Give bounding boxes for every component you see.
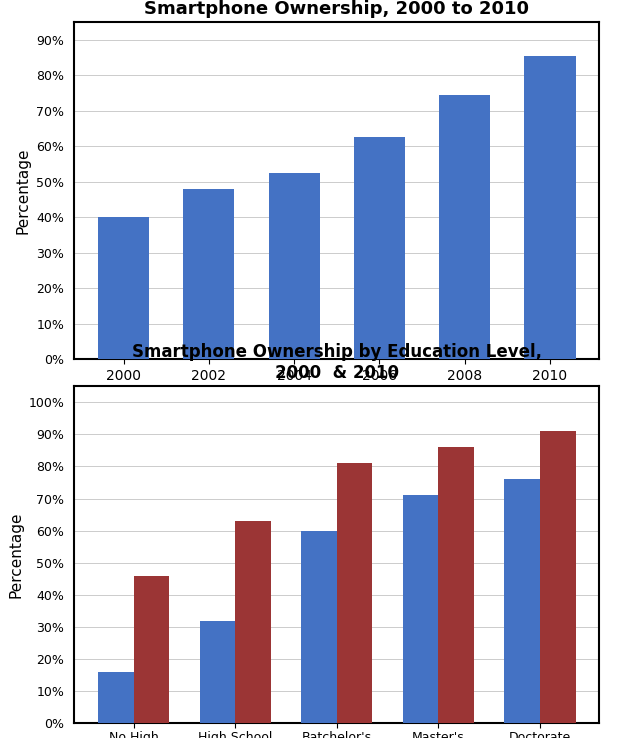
Bar [184, 189, 234, 359]
Bar [269, 173, 320, 359]
Bar [540, 431, 575, 723]
Bar [403, 495, 438, 723]
Bar [354, 137, 405, 359]
X-axis label: Years: Years [316, 388, 357, 404]
Y-axis label: Percentage: Percentage [8, 511, 23, 598]
Bar [98, 217, 149, 359]
Bar [98, 672, 133, 723]
Bar [337, 463, 373, 723]
Title: Smartphone Ownership, 2000 to 2010: Smartphone Ownership, 2000 to 2010 [145, 0, 529, 18]
Bar [200, 621, 235, 723]
Bar [133, 576, 169, 723]
Bar [438, 447, 474, 723]
Bar [235, 521, 271, 723]
Title: Smartphone Ownership by Education Level,
2000  & 2010: Smartphone Ownership by Education Level,… [132, 343, 542, 382]
Bar [504, 479, 540, 723]
Bar [439, 95, 490, 359]
Y-axis label: Percentage: Percentage [16, 148, 31, 234]
Bar [301, 531, 337, 723]
Bar [525, 56, 575, 359]
